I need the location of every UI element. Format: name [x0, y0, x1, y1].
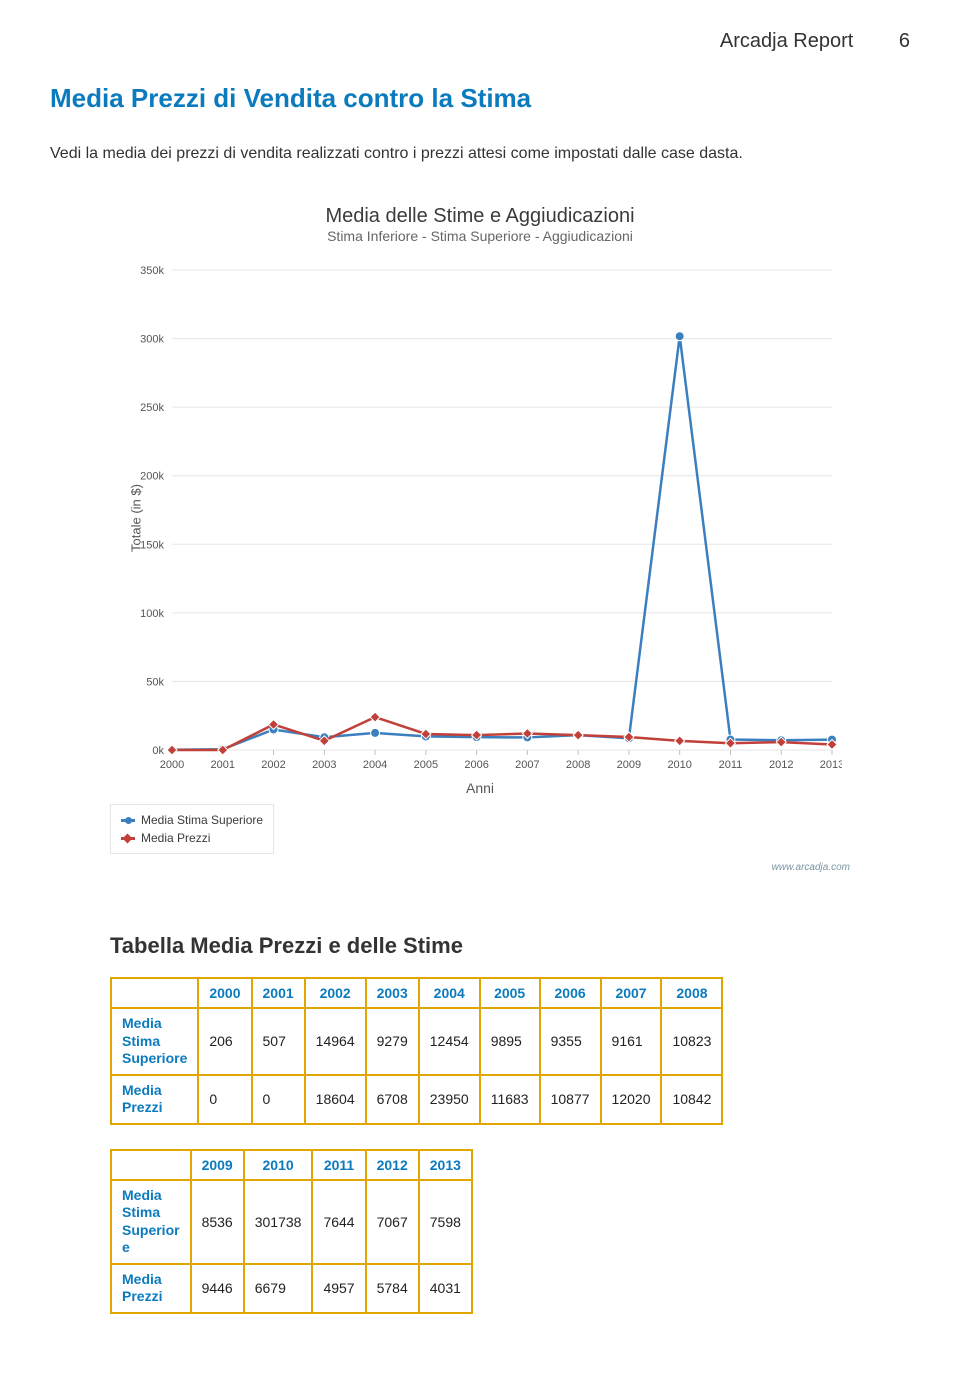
header-title: Arcadja Report	[720, 30, 853, 52]
table-cell: 301738	[244, 1180, 313, 1264]
table-corner	[111, 1150, 191, 1180]
legend-item-superiore: Media Stima Superiore	[121, 811, 263, 829]
table-cell: 206	[198, 1008, 251, 1075]
table-col-2013: 2013	[419, 1150, 472, 1180]
table-col-2002: 2002	[305, 978, 366, 1008]
legend-item-prezzi: Media Prezzi	[121, 829, 263, 847]
table-cell: 10823	[661, 1008, 722, 1075]
svg-text:350k: 350k	[140, 265, 164, 277]
table-cell: 10877	[540, 1075, 601, 1124]
svg-text:2006: 2006	[464, 759, 488, 771]
chart-legend: Media Stima Superiore Media Prezzi	[110, 804, 274, 854]
chart-watermark: www.arcadja.com	[110, 862, 850, 873]
svg-text:2011: 2011	[719, 759, 743, 771]
svg-text:100k: 100k	[140, 608, 164, 620]
table-cell: 0	[198, 1075, 251, 1124]
table-cell: 9161	[601, 1008, 662, 1075]
section-title: Media Prezzi di Vendita contro la Stima	[50, 83, 910, 114]
table-cell: 4031	[419, 1264, 472, 1313]
table-col-2004: 2004	[419, 978, 480, 1008]
svg-text:200k: 200k	[140, 471, 164, 483]
svg-text:2013: 2013	[820, 759, 842, 771]
table-cell: 12454	[419, 1008, 480, 1075]
table-rowhead: MediaStimaSuperiore	[111, 1180, 191, 1264]
table-cell: 6679	[244, 1264, 313, 1313]
table-cell: 9355	[540, 1008, 601, 1075]
table-cell: 5784	[366, 1264, 419, 1313]
svg-text:150k: 150k	[140, 539, 164, 551]
svg-text:2003: 2003	[312, 759, 336, 771]
table-cell: 0	[252, 1075, 305, 1124]
table-section-title: Tabella Media Prezzi e delle Stime	[110, 933, 910, 959]
svg-text:2009: 2009	[617, 759, 641, 771]
table-cell: 23950	[419, 1075, 480, 1124]
table-cell: 7067	[366, 1180, 419, 1264]
table-rowhead: MediaPrezzi	[111, 1264, 191, 1313]
header-pageno: 6	[899, 30, 910, 52]
table-cell: 4957	[312, 1264, 365, 1313]
svg-text:50k: 50k	[146, 677, 164, 689]
chart-subtitle: Stima Inferiore - Stima Superiore - Aggi…	[110, 228, 850, 244]
table-col-2003: 2003	[366, 978, 419, 1008]
chart-container: Media delle Stime e Aggiudicazioni Stima…	[110, 205, 850, 873]
table-col-2007: 2007	[601, 978, 662, 1008]
table-col-2006: 2006	[540, 978, 601, 1008]
table-cell: 6708	[366, 1075, 419, 1124]
legend-label-prezzi: Media Prezzi	[141, 829, 210, 847]
svg-text:2007: 2007	[515, 759, 539, 771]
svg-text:2010: 2010	[667, 759, 691, 771]
table-2000-2008: 200020012002200320042005200620072008 Medi…	[110, 977, 723, 1125]
table-cell: 7598	[419, 1180, 472, 1264]
table-col-2005: 2005	[480, 978, 540, 1008]
chart-xlabel: Anni	[110, 780, 850, 796]
legend-label-superiore: Media Stima Superiore	[141, 811, 263, 829]
svg-text:2002: 2002	[261, 759, 285, 771]
page-header: Arcadja Report 6	[50, 30, 910, 53]
chart-plot: 0k 50k 100k 150k 200k 250k 300k 350k 2000 2001 200…	[110, 260, 842, 776]
table-cell: 14964	[305, 1008, 366, 1075]
svg-text:2001: 2001	[211, 759, 235, 771]
chart-title: Media delle Stime e Aggiudicazioni	[110, 205, 850, 228]
svg-text:2008: 2008	[566, 759, 590, 771]
table-cell: 11683	[480, 1075, 540, 1124]
svg-text:0k: 0k	[152, 745, 164, 757]
table-col-2008: 2008	[661, 978, 722, 1008]
table-col-2012: 2012	[366, 1150, 419, 1180]
chart-ylabel: Totale (in $)	[128, 484, 143, 552]
intro-paragraph: Vedi la media dei prezzi di vendita real…	[50, 142, 910, 165]
table-cell: 7644	[312, 1180, 365, 1264]
table-col-2009: 2009	[191, 1150, 244, 1180]
table-col-2010: 2010	[244, 1150, 313, 1180]
svg-text:2005: 2005	[414, 759, 438, 771]
table-cell: 9446	[191, 1264, 244, 1313]
svg-text:2012: 2012	[769, 759, 793, 771]
table-cell: 9895	[480, 1008, 540, 1075]
table-rowhead: MediaStimaSuperiore	[111, 1008, 198, 1075]
table-cell: 507	[252, 1008, 305, 1075]
svg-text:2004: 2004	[363, 759, 387, 771]
table-cell: 8536	[191, 1180, 244, 1264]
table-col-2001: 2001	[252, 978, 305, 1008]
svg-text:250k: 250k	[140, 402, 164, 414]
table-cell: 18604	[305, 1075, 366, 1124]
legend-swatch-superiore	[121, 819, 135, 822]
legend-swatch-prezzi	[121, 837, 135, 840]
table-2009-2013: 20092010201120122013 MediaStimaSuperiore8…	[110, 1149, 473, 1314]
table-corner	[111, 978, 198, 1008]
table-cell: 12020	[601, 1075, 662, 1124]
table-rowhead: MediaPrezzi	[111, 1075, 198, 1124]
table-col-2000: 2000	[198, 978, 251, 1008]
svg-text:300k: 300k	[140, 334, 164, 346]
table-cell: 10842	[661, 1075, 722, 1124]
table-cell: 9279	[366, 1008, 419, 1075]
table-col-2011: 2011	[312, 1150, 365, 1180]
svg-text:2000: 2000	[160, 759, 184, 771]
